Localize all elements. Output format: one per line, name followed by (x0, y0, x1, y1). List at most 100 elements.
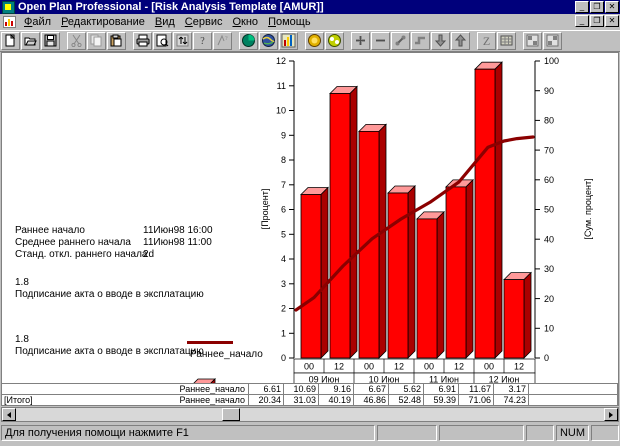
menu-item-service[interactable]: Сервис (180, 15, 228, 30)
new-file-icon[interactable] (1, 31, 20, 50)
child-close-icon: ✕ (608, 16, 616, 25)
table-row[interactable]: [Итого] Раннее_начало 20.34 31.03 40.19 … (2, 395, 618, 406)
print-icon[interactable] (133, 31, 152, 50)
risk-histogram-chart: 0 1 2 3 4 5 6 7 8 9 10 11 12 0 1 (248, 53, 618, 385)
menu-item-edit[interactable]: Редактирование (56, 15, 150, 30)
layout-left-icon[interactable] (523, 31, 542, 50)
help-question-icon[interactable]: ? (193, 31, 212, 50)
window-title: Open Plan Professional - [Risk Analysis … (18, 0, 324, 13)
scroll-left-button[interactable] (2, 408, 16, 421)
chart-svg: 0 1 2 3 4 5 6 7 8 9 10 11 12 0 1 (260, 56, 593, 385)
svg-text:12 Июн: 12 Июн (489, 375, 520, 385)
link-icon[interactable] (391, 31, 410, 50)
menu-help-accel: П (268, 15, 276, 28)
legend-line-label: Раннее_начало (190, 349, 263, 360)
zoom-z-icon[interactable]: Z (477, 31, 496, 50)
unlink-icon[interactable] (411, 31, 430, 50)
menu-window-rest: кно (241, 15, 259, 28)
toolbar: ? ? (0, 30, 620, 52)
left-arrow-icon (7, 411, 11, 418)
coin-icon[interactable] (305, 31, 324, 50)
globe-icon[interactable] (259, 31, 278, 50)
minimize-button[interactable]: _ (575, 1, 589, 13)
close-icon: ✕ (608, 2, 616, 11)
bar-chart-icon[interactable] (279, 31, 298, 50)
menu-help-rest: омощь (275, 15, 311, 28)
resource-icon[interactable] (325, 31, 344, 50)
child-close-button[interactable]: ✕ (605, 15, 619, 27)
menu-service-accel: С (184, 15, 193, 28)
row-2-total-label: [Итого] Раннее_начало (2, 395, 249, 406)
remove-minus-icon[interactable] (371, 31, 390, 50)
menu-item-window[interactable]: Окно (227, 15, 263, 30)
activity-block-2: 1.8 Подписание акта о вводе в эксплатаци… (15, 334, 204, 358)
legend-bar-swatch (192, 375, 218, 383)
svg-text:0: 0 (544, 353, 549, 363)
svg-text:12: 12 (276, 56, 286, 66)
cut-scissors-icon[interactable] (67, 31, 86, 50)
info-label-stddev-early-start: Станд. откл. раннего начала (15, 249, 148, 260)
svg-text:10: 10 (276, 106, 286, 116)
restore-button[interactable]: ❐ (590, 1, 604, 13)
x-axis-label-table: 00 12 00 12 00 12 00 12 09 Июн 10 Июн 11… (293, 358, 536, 385)
menu-item-file[interactable]: Файл (19, 15, 56, 30)
svg-text:9: 9 (281, 131, 286, 141)
close-button[interactable]: ✕ (605, 1, 619, 13)
cumulative-line-series (294, 135, 535, 312)
svg-text:10 Июн: 10 Июн (369, 375, 400, 385)
up-arrow-icon[interactable] (451, 31, 470, 50)
sort-icon[interactable] (173, 31, 192, 50)
status-bar: Для получения помощи нажмите F1 NUM (1, 424, 619, 442)
menu-item-help[interactable]: Помощь (263, 15, 316, 30)
menu-edit-accel: Р (61, 15, 68, 28)
svg-text:30: 30 (544, 264, 554, 274)
pie-chart-icon[interactable] (239, 31, 258, 50)
paste-icon[interactable] (107, 31, 126, 50)
scrollbar-track[interactable] (16, 408, 604, 421)
layout-right-icon[interactable] (543, 31, 562, 50)
whats-this-icon[interactable]: ? (213, 31, 232, 50)
table-row[interactable]: Раннее_начало 6.61 10.69 9.16 6.67 5.62 … (2, 384, 618, 395)
copy-icon[interactable] (87, 31, 106, 50)
info-value-early-start: 11Июн98 16:00 (143, 225, 213, 236)
svg-text:00: 00 (364, 362, 374, 372)
row-2-tail (529, 395, 618, 406)
info-label-mean-early-start: Среднее раннего начала (15, 237, 131, 248)
bar-series (300, 61, 532, 359)
right-arrow-icon (609, 411, 613, 418)
svg-text:12: 12 (514, 362, 524, 372)
menu-service-rest: ервис (192, 15, 223, 28)
svg-text:8: 8 (281, 155, 286, 165)
scroll-right-button[interactable] (604, 408, 618, 421)
svg-text:0: 0 (281, 353, 286, 363)
open-folder-icon[interactable] (21, 31, 40, 50)
svg-text:20: 20 (544, 294, 554, 304)
minimize-icon: _ (579, 2, 585, 11)
print-preview-icon[interactable] (153, 31, 172, 50)
row-1-cell-4: 5.62 (389, 384, 424, 395)
title-bar: Open Plan Professional - [Risk Analysis … (0, 0, 620, 14)
svg-text:?: ? (200, 36, 205, 47)
menu-item-view[interactable]: Вид (150, 15, 180, 30)
svg-text:Z: Z (483, 34, 490, 47)
row-2-cell-6: 71.06 (459, 395, 494, 406)
save-disk-icon[interactable] (41, 31, 60, 50)
status-message: Для получения помощи нажмите F1 (1, 425, 375, 441)
row-2-cell-3: 46.86 (354, 395, 389, 406)
row-1-name: Раннее_начало (2, 384, 249, 395)
child-minimize-button[interactable]: _ (575, 15, 589, 27)
down-arrow-icon[interactable] (431, 31, 450, 50)
horizontal-scrollbar[interactable] (1, 407, 619, 422)
status-num-lock: NUM (556, 425, 589, 441)
svg-text:60: 60 (544, 175, 554, 185)
app-icon (2, 0, 15, 14)
scrollbar-thumb[interactable] (222, 408, 240, 421)
info-row-early-start: Раннее начало 11Июн98 16:00 (15, 225, 245, 237)
svg-text:11: 11 (277, 81, 286, 91)
svg-text:7: 7 (281, 180, 286, 190)
add-plus-icon[interactable] (351, 31, 370, 50)
left-axis-title: [Процент] (260, 189, 270, 230)
grid-icon[interactable] (497, 31, 516, 50)
row-2-cell-2: 40.19 (319, 395, 354, 406)
child-restore-button[interactable]: ❐ (590, 15, 604, 27)
